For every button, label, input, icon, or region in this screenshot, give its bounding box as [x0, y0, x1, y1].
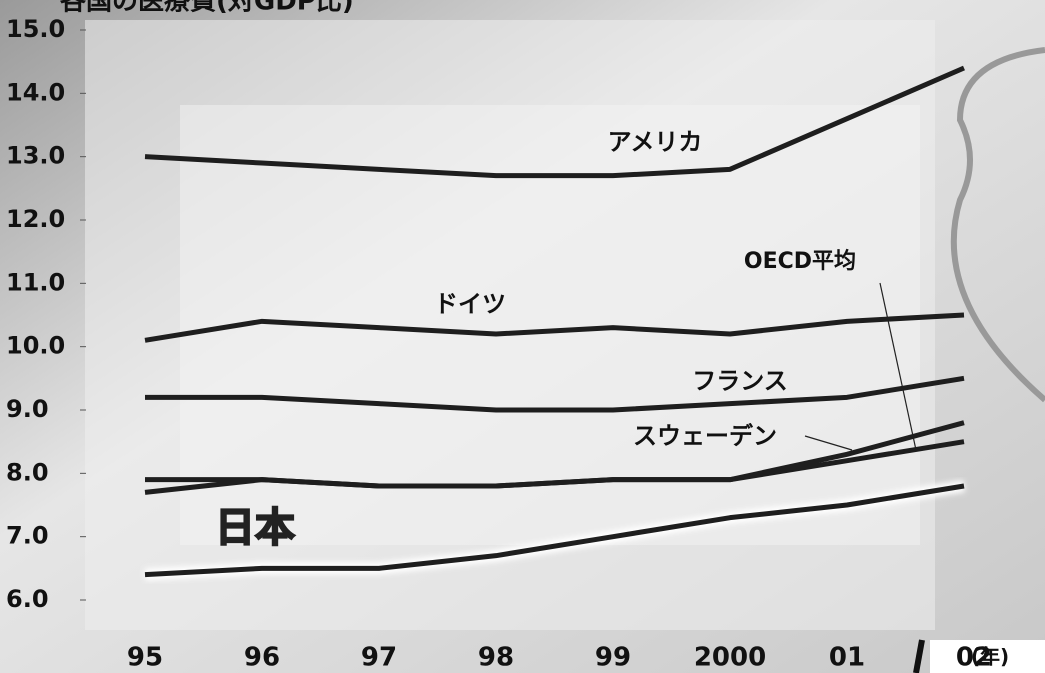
last-category-box [930, 640, 1045, 673]
y-tick-label: 7.0 [6, 522, 49, 550]
y-tick-label: 6.0 [6, 585, 49, 613]
series-label: アメリカ [608, 128, 703, 156]
y-tick-label: 14.0 [6, 78, 65, 106]
series-line [144, 483, 965, 578]
decoration [950, 47, 1045, 403]
series-line [144, 312, 965, 343]
y-tick-label: 10.0 [6, 332, 65, 360]
series-line [145, 439, 965, 489]
x-tick-label: 96 [244, 643, 280, 673]
x-tick-label: 01 [829, 643, 865, 673]
y-tick-label: 8.0 [6, 458, 49, 486]
chart-title: 各国の医療費(対GDP比) [59, 0, 354, 17]
leader-line [879, 282, 917, 451]
series-line [144, 65, 965, 179]
x-tick-label: 98 [478, 643, 514, 673]
series-label: スウェーデン [633, 422, 777, 450]
series-label: ドイツ [434, 290, 506, 318]
leader-line [804, 435, 853, 451]
decoration [913, 639, 925, 673]
series-label: 日本 [215, 505, 295, 551]
series-label: フランス [692, 367, 788, 395]
x-tick-label: 99 [595, 643, 631, 673]
series-label: OECD平均 [744, 248, 856, 274]
y-tick-label: 12.0 [6, 205, 65, 233]
series-line [145, 375, 965, 413]
y-tick-label: 9.0 [6, 395, 49, 423]
y-tick-label: 15.0 [6, 15, 65, 43]
y-tick-label: 11.0 [6, 268, 65, 296]
x-axis-label: (年) [971, 645, 1009, 669]
x-tick-label: 02 [956, 643, 992, 673]
x-tick-label: 2000 [694, 643, 766, 673]
x-tick-label: 97 [361, 643, 397, 673]
y-tick-label: 13.0 [6, 142, 65, 170]
x-tick-label: 95 [127, 643, 163, 673]
